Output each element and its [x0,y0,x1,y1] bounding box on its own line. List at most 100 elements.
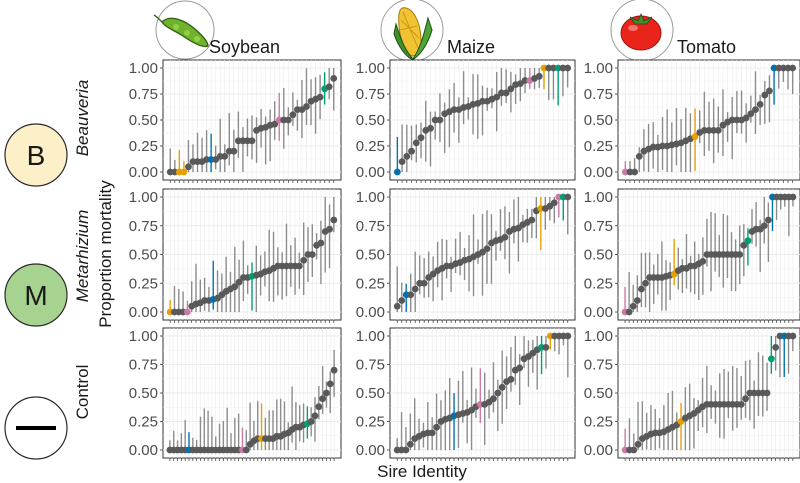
data-point [554,64,562,72]
data-point [498,89,505,97]
data-point [221,153,229,160]
facet-panels: 0.00 0.25 0.50 0.75 1.00 0.00 0.25 0.50 0.75 1.00… [129,59,800,461]
data-point [630,446,638,454]
data-point [289,111,297,119]
badge-beauveria: B [4,123,68,187]
y-tick-label: 1.00 [584,328,613,345]
data-point [311,412,319,420]
y-tick-label: 0.75 [129,218,158,235]
data-point [744,237,752,245]
data-point [271,120,279,128]
data-point [752,106,759,113]
data-point [789,64,797,72]
badge-metarhizium-letter: M [24,280,47,311]
data-point [789,193,797,201]
data-point [742,114,750,122]
data-point [402,446,410,454]
data-point [737,401,745,408]
y-tick-label: 1.00 [356,60,385,77]
badge-beauveria-letter: B [27,140,46,171]
data-point [789,332,797,340]
y-tick-label: 0.25 [356,414,385,431]
data-point [545,64,553,72]
y-tick-label: 0.25 [129,138,158,155]
data-point [784,64,792,72]
y-tick-label: 0.00 [356,304,385,321]
data-point [542,344,550,351]
y-tick-label: 0.25 [584,138,613,155]
data-point [714,126,722,134]
y-tick-label: 0.50 [129,385,158,402]
soybean-pod-icon [153,0,215,60]
column-title-maize: Maize [447,37,495,57]
y-tick-label: 0.75 [584,218,613,235]
y-tick-label: 0.50 [129,112,158,129]
x-axis-title: Sire Identity [377,462,467,481]
data-point [326,225,333,233]
data-point [635,153,643,160]
data-point [417,134,425,142]
data-point [699,258,707,265]
data-point [428,429,436,437]
data-point [330,75,338,82]
data-point [550,199,558,207]
y-tick-label: 1.00 [129,189,158,206]
data-point [521,77,529,84]
data-point [436,116,444,124]
data-point [427,124,434,132]
data-point [775,64,783,72]
y-tick-label: 0.50 [584,112,613,129]
data-point [700,126,708,134]
data-point [528,216,536,224]
data-point [450,106,458,113]
y-tick-label: 0.50 [356,247,385,264]
data-point [736,251,744,258]
panel-tomato-beauveria: 0.00 0.25 0.50 0.75 1.00 [584,59,800,183]
badge-metarhizium: M [4,263,68,327]
data-point [316,93,324,101]
data-point [393,302,401,310]
y-tick-label: 0.00 [356,164,385,181]
data-point [728,116,736,124]
data-point [479,97,486,105]
data-point [779,64,787,72]
data-point [747,110,755,118]
data-point [407,291,415,299]
data-point [659,142,666,150]
y-tick-label: 0.25 [584,414,613,431]
data-point [766,87,773,95]
y-tick-label: 0.75 [356,218,385,235]
y-tick-label: 0.25 [129,275,158,292]
data-point [772,344,780,351]
data-point [248,137,256,145]
data-point [626,168,634,176]
y-tick-label: 0.50 [129,247,158,264]
data-point [403,153,411,160]
data-point [742,395,749,403]
panel-tomato-control: 0.00 0.25 0.50 0.75 1.00 [584,327,800,461]
y-tick-label: 0.00 [129,164,158,181]
data-point [691,133,699,141]
y-tick-label: 0.50 [584,385,613,402]
data-point [649,143,657,151]
data-point [764,216,772,224]
data-point [493,93,501,101]
y-tick-label: 1.00 [584,60,613,77]
data-point [502,89,510,97]
data-point [498,383,506,391]
data-point [408,147,415,155]
y-tick-label: 0.00 [584,442,613,459]
data-point [393,168,401,176]
badge-control [4,396,68,460]
data-point [540,64,548,72]
y-tick-label: 0.00 [584,164,613,181]
data-point [300,256,308,264]
y-tick-label: 0.00 [584,304,613,321]
data-point [319,395,327,403]
data-point [398,158,406,166]
panel-soybean-metarhizium: 0.00 0.25 0.50 0.75 1.00 [129,188,342,323]
data-point [621,168,629,176]
y-tick-label: 0.00 [129,304,158,321]
row-label-control: Control [73,365,92,420]
y-tick-label: 1.00 [129,328,158,345]
